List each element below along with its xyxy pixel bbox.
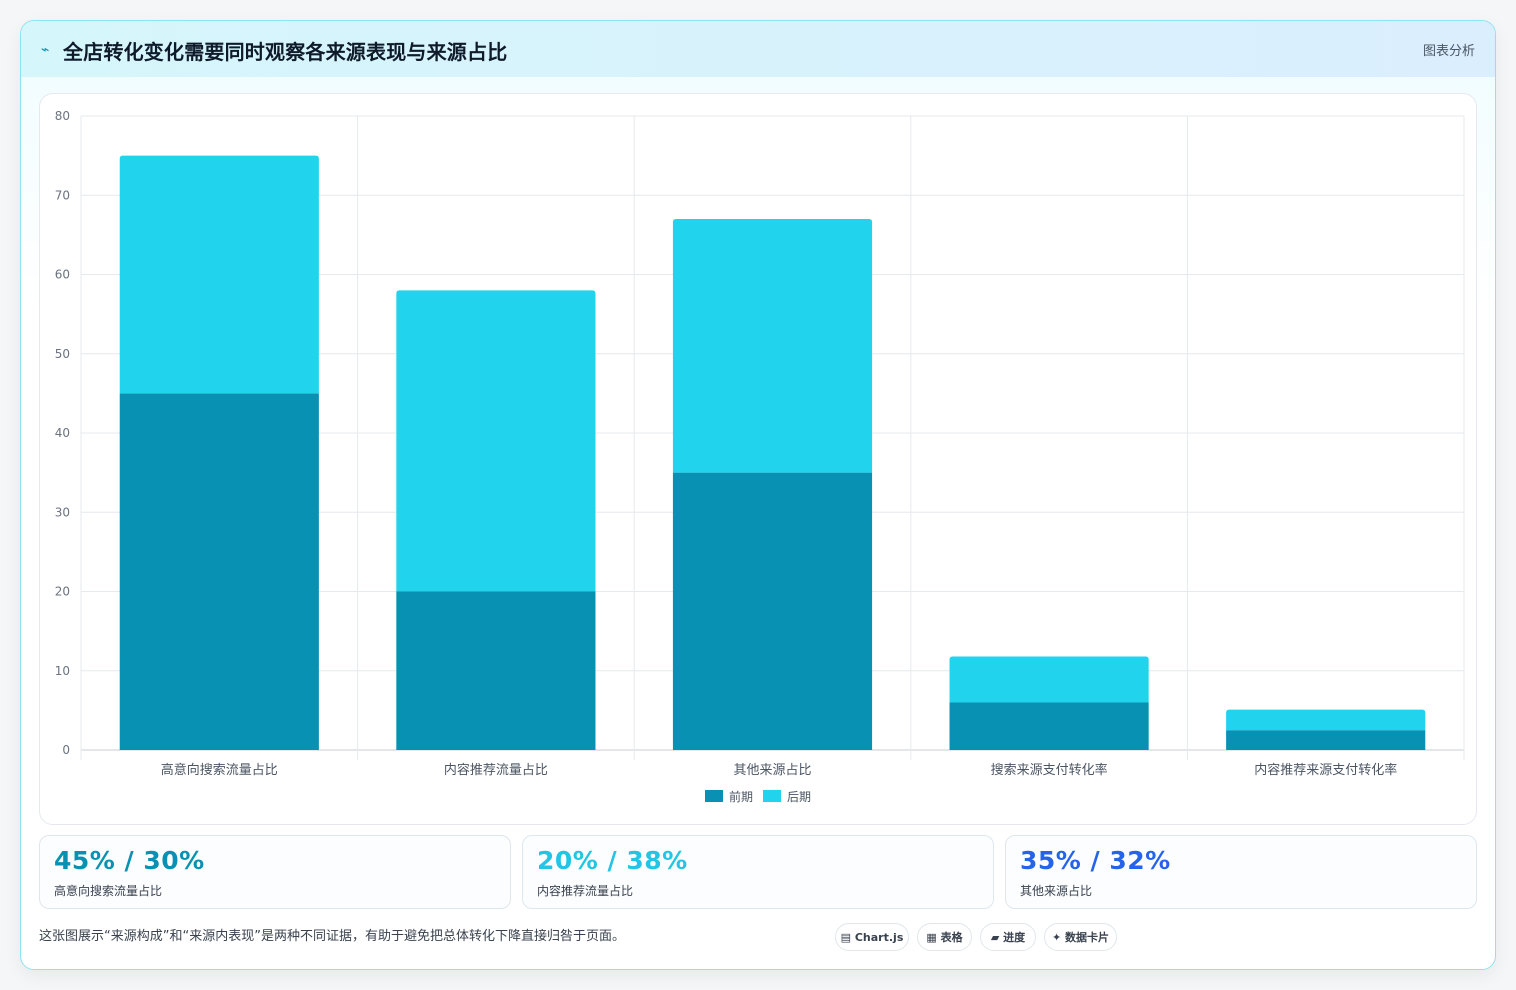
x-tick-label: 搜索来源支付转化率 xyxy=(991,762,1108,778)
pill-table[interactable]: ▦ 表格 xyxy=(917,923,972,951)
y-tick-label: 20 xyxy=(55,585,70,599)
bar-early xyxy=(396,591,596,750)
header-tag: 图表分析 xyxy=(1422,44,1475,59)
chart-container: 0 10 20 30 40 50 60 70 80 高意向搜索流量占比 内容推荐流量占比 其他来源占比… xyxy=(39,93,1477,825)
legend-label: 前期 xyxy=(729,789,753,804)
x-tick-label: 内容推荐流量占比 xyxy=(444,762,548,778)
table-icon: ▦ xyxy=(926,930,937,944)
stat-value: 20% / 38% xyxy=(537,846,688,875)
sparkle-icon: ✦ xyxy=(1051,930,1062,944)
progress-icon: ▰ xyxy=(990,930,1000,944)
bar-early xyxy=(119,393,319,750)
pill-label: 表格 xyxy=(940,931,963,944)
y-tick-label: 50 xyxy=(55,347,70,361)
y-tick-label: 80 xyxy=(55,109,70,123)
x-tick-label: 其他来源占比 xyxy=(733,763,811,778)
bar-early xyxy=(672,472,873,750)
footnote: 这张图展示“来源构成”和“来源内表现”是两种不同证据，有助于避免把总体转化下降直… xyxy=(39,929,625,944)
pill-label: 数据卡片 xyxy=(1065,931,1110,944)
card-header: ⌁ 全店转化变化需要同时观察各来源表现与来源占比 图表分析 xyxy=(21,21,1495,77)
stacked-bar-chart: 0 10 20 30 40 50 60 70 80 高意向搜索流量占比 内容推荐流量占比 其他来源占比… xyxy=(55,109,1465,804)
pill-data-card[interactable]: ✦ 数据卡片 xyxy=(1044,923,1117,951)
bar-late xyxy=(1226,709,1426,731)
bar-late xyxy=(396,290,596,592)
stat-label: 内容推荐流量占比 xyxy=(537,884,634,898)
bar-late xyxy=(949,656,1149,703)
stat-label: 其他来源占比 xyxy=(1020,884,1093,898)
stat-value: 35% / 32% xyxy=(1020,846,1171,875)
legend-swatch xyxy=(763,790,781,802)
y-tick-label: 60 xyxy=(55,268,70,282)
stat-label: 高意向搜索流量占比 xyxy=(54,884,163,898)
bar-early xyxy=(1226,730,1426,750)
pill-chartjs[interactable]: ▤ Chart.js xyxy=(835,923,909,951)
legend-swatch xyxy=(705,790,723,802)
bar-late xyxy=(119,155,319,394)
y-tick-label: 40 xyxy=(55,426,70,440)
y-tick-label: 30 xyxy=(55,505,70,519)
chart-icon: ▤ xyxy=(840,930,852,944)
pill-progress[interactable]: ▰ 进度 xyxy=(980,923,1036,951)
pulse-icon: ⌁ xyxy=(41,42,50,58)
x-tick-label: 内容推荐来源支付转化率 xyxy=(1254,762,1397,778)
y-tick-label: 0 xyxy=(62,743,70,757)
bar-late xyxy=(672,219,873,473)
stat-card-content: 20% / 38% 内容推荐流量占比 xyxy=(522,835,994,909)
y-tick-label: 70 xyxy=(55,188,70,202)
chart-card: ⌁ 全店转化变化需要同时观察各来源表现与来源占比 图表分析 0 10 20 30 40 5… xyxy=(20,20,1496,970)
x-tick-label: 高意向搜索流量占比 xyxy=(161,762,278,778)
stat-card-other: 35% / 32% 其他来源占比 xyxy=(1005,835,1477,909)
pill-label: Chart.js xyxy=(854,930,904,944)
stat-card-search: 45% / 30% 高意向搜索流量占比 xyxy=(39,835,511,909)
pill-label: 进度 xyxy=(1003,931,1026,944)
bar-early xyxy=(949,702,1149,750)
y-tick-label: 10 xyxy=(55,664,70,678)
stat-value: 45% / 30% xyxy=(54,846,205,875)
page-title: 全店转化变化需要同时观察各来源表现与来源占比 xyxy=(63,40,508,64)
legend-label: 后期 xyxy=(787,790,811,804)
